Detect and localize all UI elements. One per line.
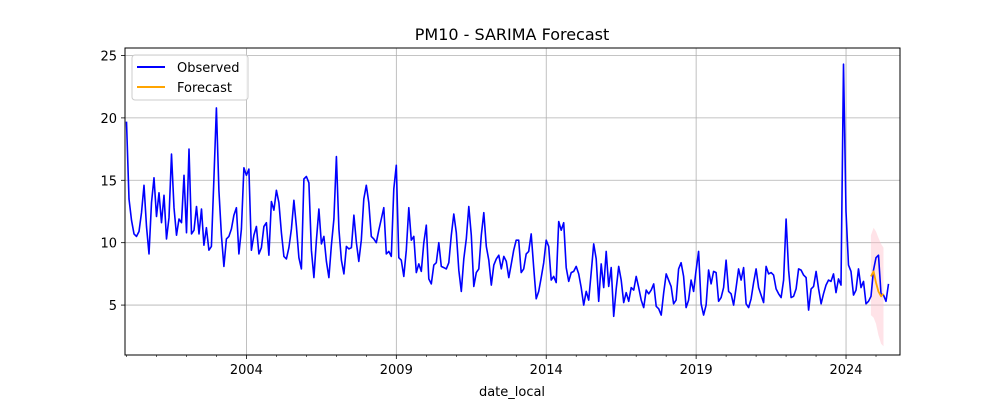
x-tick-label: 2014 [530, 363, 563, 378]
grid-lines [125, 48, 900, 355]
x-axis: 2004 2009 2014 2019 2024 [126, 355, 877, 378]
x-tick-label: 2024 [829, 363, 862, 378]
x-axis-label: date_local [479, 385, 545, 400]
y-axis: 5 10 15 20 25 [100, 49, 125, 314]
x-tick-label: 2004 [230, 363, 263, 378]
series-lines [125, 63, 890, 318]
y-tick-label: 25 [100, 49, 117, 64]
y-tick-label: 15 [100, 174, 117, 189]
y-tick-label: 5 [109, 299, 117, 314]
legend-forecast-label: Forecast [177, 81, 232, 96]
series-forecast-line [870, 270, 885, 298]
x-tick-label: 2009 [380, 363, 413, 378]
plot-area-frame [124, 47, 901, 356]
y-tick-label: 10 [100, 237, 117, 252]
legend: Observed Forecast [131, 54, 249, 101]
chart-title: PM10 - SARIMA Forecast [415, 25, 610, 44]
series-observed-line [125, 63, 890, 318]
x-tick-label: 2019 [680, 363, 713, 378]
legend-observed-label: Observed [177, 61, 240, 76]
y-tick-label: 20 [100, 112, 117, 127]
